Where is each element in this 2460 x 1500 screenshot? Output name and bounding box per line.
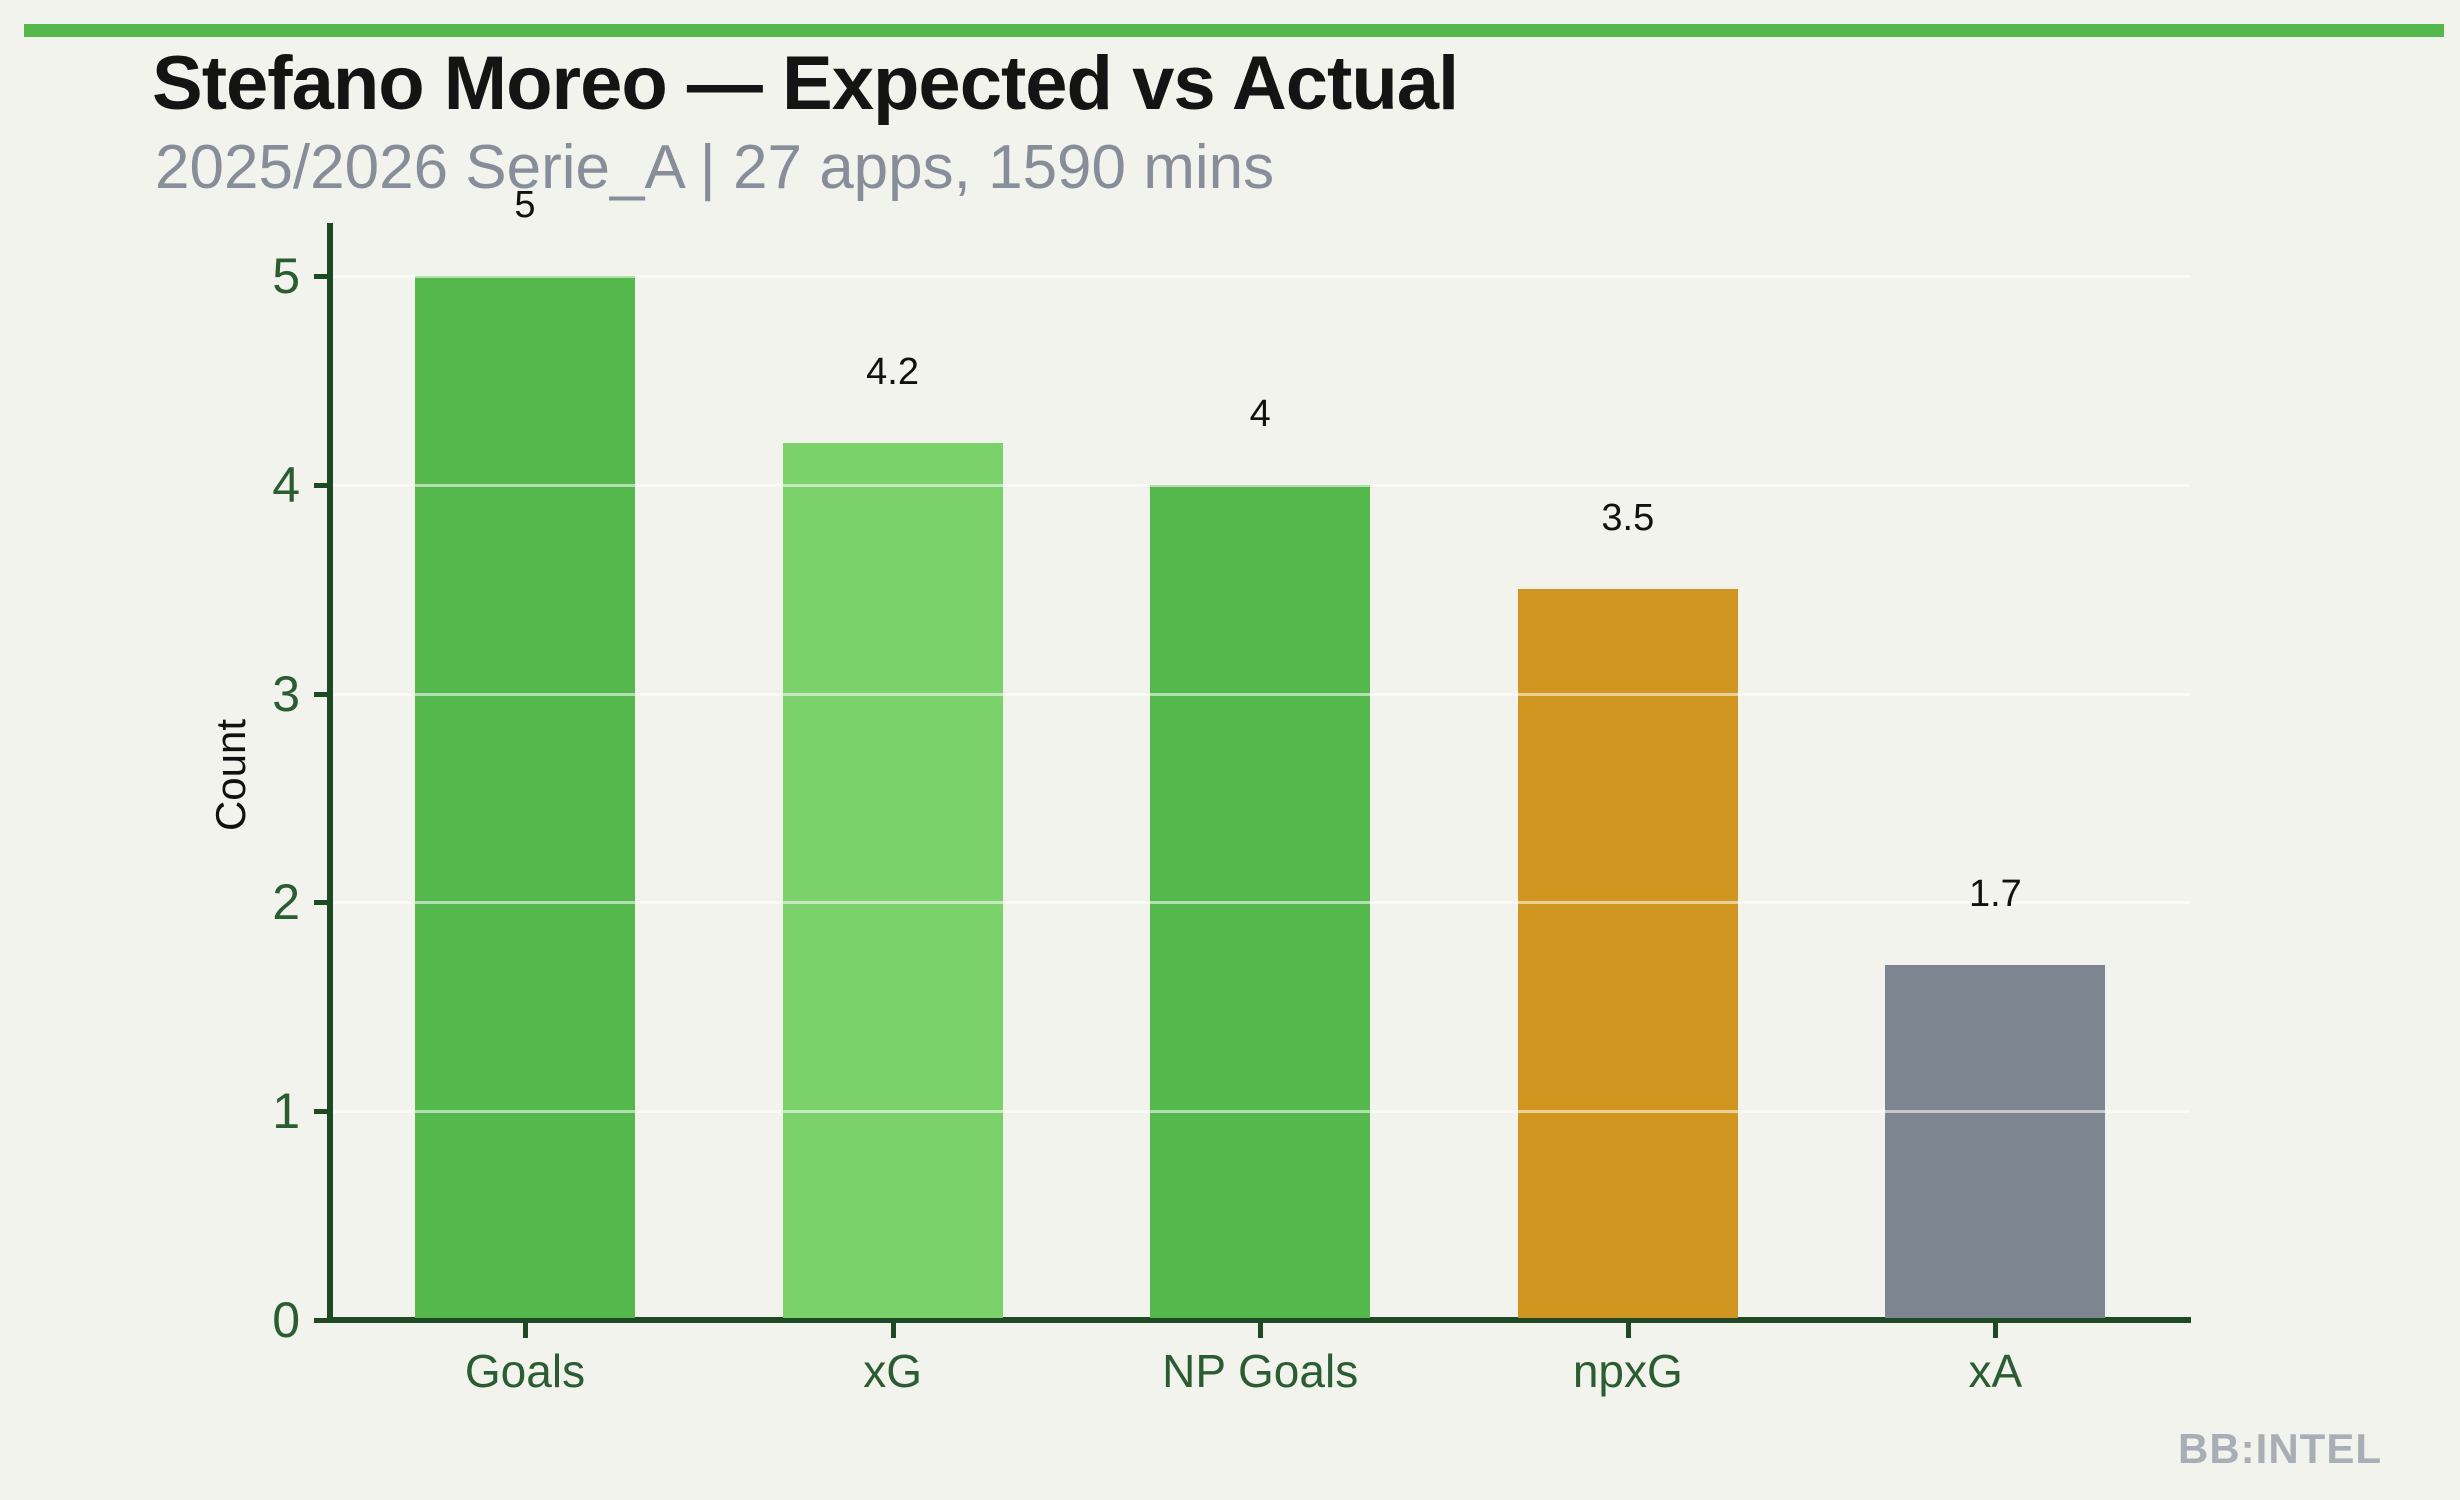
- x-axis-label-np-goals: NP Goals: [1162, 1345, 1359, 1397]
- gridline: [333, 483, 2190, 487]
- bar-value-label: 3.5: [1601, 497, 1655, 540]
- x-axis-label-goals: Goals: [464, 1345, 586, 1397]
- y-axis-title: Count: [207, 718, 254, 832]
- y-axis-tick-label: 0: [272, 1292, 300, 1348]
- x-axis-tick: [1993, 1323, 1999, 1338]
- chart-subtitle: 2025/2026 Serie_A | 27 apps, 1590 mins: [155, 133, 1275, 202]
- y-axis-tick: [314, 482, 330, 488]
- x-axis-tick: [1258, 1323, 1264, 1338]
- y-axis-tick: [314, 900, 330, 906]
- y-axis-tick: [314, 274, 330, 279]
- gridline: [333, 692, 2190, 696]
- bar-npxg: [1517, 589, 1738, 1318]
- gridline: [333, 901, 2190, 905]
- y-axis-tick-label: 2: [272, 874, 300, 931]
- y-axis-tick: [314, 1109, 330, 1115]
- x-axis-label-npxg: npxG: [1572, 1345, 1683, 1397]
- x-axis-label-xa: xA: [1968, 1345, 2023, 1397]
- x-axis-line: [327, 1317, 2191, 1323]
- gridline: [333, 275, 2190, 278]
- x-axis-tick: [523, 1323, 528, 1338]
- chart-title: Stefano Moreo — Expected vs Actual: [152, 41, 1459, 126]
- y-axis-line: [327, 223, 333, 1323]
- bar-goals: [415, 276, 635, 1318]
- top-accent-bar: [24, 24, 2444, 37]
- x-axis-tick: [1625, 1323, 1631, 1338]
- bar-xa: [1885, 965, 2106, 1318]
- y-axis-tick-label: 3: [272, 665, 300, 722]
- x-axis-tick: [890, 1323, 896, 1338]
- y-axis-tick: [314, 1318, 330, 1323]
- y-axis-tick-label: 5: [272, 248, 300, 304]
- x-axis-label-xg: xG: [863, 1345, 922, 1397]
- bar-value-label: 5: [514, 184, 536, 226]
- y-axis-tick: [314, 691, 330, 697]
- bar-value-label: 1.7: [1968, 873, 2022, 916]
- bar-value-label: 4: [1249, 392, 1271, 435]
- y-axis-tick-label: 4: [272, 456, 300, 513]
- y-axis-tick-label: 1: [272, 1083, 300, 1140]
- gridline: [333, 1110, 2190, 1114]
- watermark: BB:INTEL: [2178, 1425, 2382, 1472]
- bar-value-label: 4.2: [866, 351, 919, 394]
- bar-xg: [782, 443, 1003, 1318]
